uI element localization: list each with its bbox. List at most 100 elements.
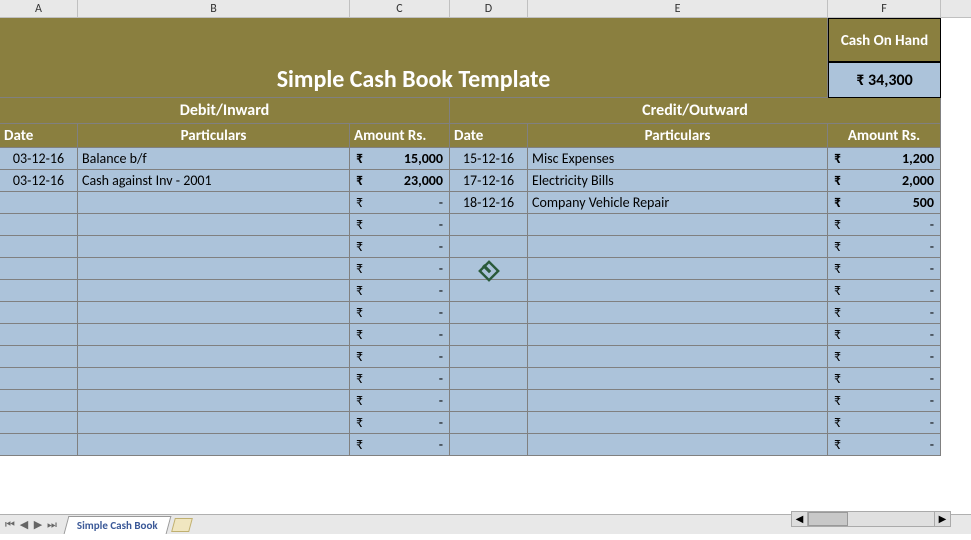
scroll-thumb[interactable]	[808, 512, 848, 526]
col-date-right[interactable]: Date	[450, 124, 528, 148]
new-sheet-button[interactable]	[171, 518, 193, 532]
credit-particulars-cell[interactable]: Misc Expenses	[528, 148, 828, 170]
credit-amount-cell[interactable]: ₹-	[828, 214, 941, 236]
credit-date-cell[interactable]	[450, 368, 528, 390]
title-spacer-top[interactable]	[0, 18, 828, 62]
credit-particulars-cell[interactable]	[528, 346, 828, 368]
credit-date-cell[interactable]: 18-12-16	[450, 192, 528, 214]
credit-particulars-cell[interactable]: Electricity Bills	[528, 170, 828, 192]
debit-amount-cell[interactable]: ₹-	[350, 192, 450, 214]
debit-date-cell[interactable]	[0, 192, 78, 214]
scroll-left-icon[interactable]: ◀	[792, 512, 808, 526]
col-header-b[interactable]: B	[78, 0, 350, 17]
scroll-track[interactable]	[808, 512, 934, 526]
debit-date-cell[interactable]	[0, 324, 78, 346]
sheet-tab-active[interactable]: Simple Cash Book	[64, 516, 172, 534]
col-header-f[interactable]: F	[828, 0, 941, 17]
debit-particulars-cell[interactable]	[78, 280, 350, 302]
debit-amount-cell[interactable]: ₹-	[350, 412, 450, 434]
credit-date-cell[interactable]	[450, 346, 528, 368]
debit-date-cell[interactable]: 03-12-16	[0, 170, 78, 192]
debit-amount-cell[interactable]: ₹-	[350, 258, 450, 280]
credit-amount-cell[interactable]: ₹-	[828, 280, 941, 302]
debit-particulars-cell[interactable]	[78, 214, 350, 236]
debit-particulars-cell[interactable]: Balance b/f	[78, 148, 350, 170]
credit-date-cell[interactable]: 15-12-16	[450, 148, 528, 170]
debit-date-cell[interactable]	[0, 368, 78, 390]
debit-particulars-cell[interactable]	[78, 236, 350, 258]
credit-date-cell[interactable]	[450, 434, 528, 456]
debit-particulars-cell[interactable]	[78, 302, 350, 324]
credit-date-cell[interactable]	[450, 236, 528, 258]
debit-date-cell[interactable]	[0, 412, 78, 434]
page-title[interactable]: Simple Cash Book Template	[0, 62, 828, 98]
horizontal-scrollbar[interactable]: ◀ ▶	[791, 511, 951, 527]
debit-section-header[interactable]: Debit/Inward	[0, 98, 450, 124]
col-amount-left[interactable]: Amount Rs.	[350, 124, 450, 148]
tab-nav-last-icon[interactable]: ⏭	[46, 518, 58, 532]
debit-particulars-cell[interactable]	[78, 258, 350, 280]
debit-particulars-cell[interactable]	[78, 346, 350, 368]
col-header-a[interactable]: A	[0, 0, 78, 17]
credit-particulars-cell[interactable]	[528, 434, 828, 456]
credit-date-cell[interactable]: 17-12-16	[450, 170, 528, 192]
debit-amount-cell[interactable]: ₹-	[350, 390, 450, 412]
debit-amount-cell[interactable]: ₹-	[350, 434, 450, 456]
debit-amount-cell[interactable]: ₹-	[350, 324, 450, 346]
debit-date-cell[interactable]	[0, 302, 78, 324]
col-header-d[interactable]: D	[450, 0, 528, 17]
credit-particulars-cell[interactable]	[528, 412, 828, 434]
credit-particulars-cell[interactable]	[528, 302, 828, 324]
debit-date-cell[interactable]	[0, 434, 78, 456]
credit-date-cell[interactable]	[450, 390, 528, 412]
credit-date-cell[interactable]	[450, 214, 528, 236]
debit-particulars-cell[interactable]	[78, 192, 350, 214]
cash-on-hand-label[interactable]: Cash On Hand	[828, 18, 941, 62]
debit-amount-cell[interactable]: ₹23,000	[350, 170, 450, 192]
debit-amount-cell[interactable]: ₹15,000	[350, 148, 450, 170]
credit-section-header[interactable]: Credit/Outward	[450, 98, 941, 124]
credit-date-cell[interactable]	[450, 412, 528, 434]
tab-nav-first-icon[interactable]: ⏮	[4, 518, 16, 532]
debit-date-cell[interactable]	[0, 258, 78, 280]
debit-date-cell[interactable]: 03-12-16	[0, 148, 78, 170]
tab-nav-prev-icon[interactable]: ◀	[18, 518, 30, 532]
credit-amount-cell[interactable]: ₹-	[828, 368, 941, 390]
debit-date-cell[interactable]	[0, 214, 78, 236]
debit-amount-cell[interactable]: ₹-	[350, 236, 450, 258]
credit-particulars-cell[interactable]	[528, 280, 828, 302]
debit-amount-cell[interactable]: ₹-	[350, 346, 450, 368]
credit-amount-cell[interactable]: ₹-	[828, 390, 941, 412]
credit-amount-cell[interactable]: ₹-	[828, 434, 941, 456]
credit-particulars-cell[interactable]	[528, 368, 828, 390]
debit-particulars-cell[interactable]: Cash against Inv - 2001	[78, 170, 350, 192]
cash-on-hand-value[interactable]: ₹ 34,300	[828, 62, 941, 98]
debit-amount-cell[interactable]: ₹-	[350, 302, 450, 324]
credit-particulars-cell[interactable]	[528, 390, 828, 412]
debit-amount-cell[interactable]: ₹-	[350, 280, 450, 302]
debit-particulars-cell[interactable]	[78, 434, 350, 456]
credit-particulars-cell[interactable]: Company Vehicle Repair	[528, 192, 828, 214]
debit-date-cell[interactable]	[0, 346, 78, 368]
debit-particulars-cell[interactable]	[78, 324, 350, 346]
credit-amount-cell[interactable]: ₹500	[828, 192, 941, 214]
credit-amount-cell[interactable]: ₹-	[828, 346, 941, 368]
debit-particulars-cell[interactable]	[78, 412, 350, 434]
credit-amount-cell[interactable]: ₹-	[828, 236, 941, 258]
credit-amount-cell[interactable]: ₹-	[828, 258, 941, 280]
credit-date-cell[interactable]	[450, 258, 528, 280]
scroll-right-icon[interactable]: ▶	[934, 512, 950, 526]
col-particulars-right[interactable]: Particulars	[528, 124, 828, 148]
col-header-e[interactable]: E	[528, 0, 828, 17]
credit-amount-cell[interactable]: ₹-	[828, 302, 941, 324]
debit-amount-cell[interactable]: ₹-	[350, 214, 450, 236]
debit-date-cell[interactable]	[0, 390, 78, 412]
debit-amount-cell[interactable]: ₹-	[350, 368, 450, 390]
debit-particulars-cell[interactable]	[78, 390, 350, 412]
col-particulars-left[interactable]: Particulars	[78, 124, 350, 148]
credit-date-cell[interactable]	[450, 302, 528, 324]
credit-particulars-cell[interactable]	[528, 236, 828, 258]
credit-amount-cell[interactable]: ₹-	[828, 412, 941, 434]
col-amount-right[interactable]: Amount Rs.	[828, 124, 941, 148]
credit-amount-cell[interactable]: ₹-	[828, 324, 941, 346]
